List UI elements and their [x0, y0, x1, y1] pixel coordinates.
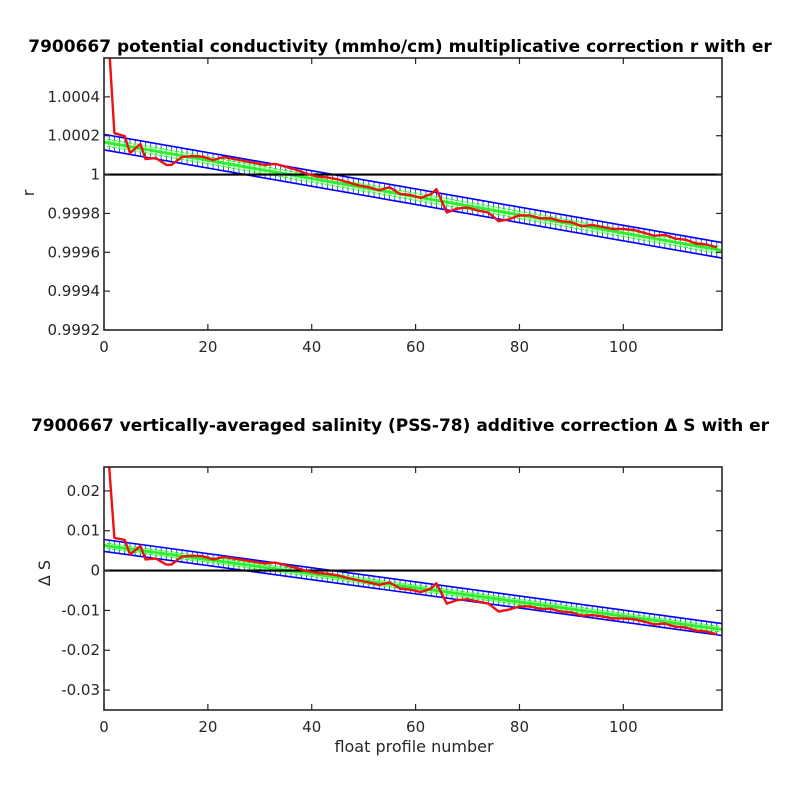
chart-1-title: 7900667 potential conductivity (mmho/cm)… — [28, 37, 772, 57]
fit-line — [104, 543, 722, 632]
x-tick-label: 60 — [406, 718, 425, 736]
y-tick-label: -0.02 — [61, 641, 100, 659]
chart-2-y-axis-label: Δ S — [35, 560, 54, 586]
chart-1-marks — [104, 58, 722, 259]
y-tick-label: 1.0002 — [48, 127, 101, 145]
chart-2-plot-area: 0 20 40 60 80 100 -0.03 -0.02 -0.01 0 0.01 0.02 — [61, 466, 723, 736]
y-tick-label: -0.01 — [61, 601, 100, 619]
y-tick-label: 0.9998 — [48, 204, 101, 222]
y-tick-label: -0.03 — [61, 681, 100, 699]
x-tick-label: 80 — [510, 338, 529, 356]
x-tick-label: 0 — [99, 718, 109, 736]
x-tick-label: 20 — [198, 718, 217, 736]
x-tick-label: 0 — [99, 338, 109, 356]
y-tick-label: 0.02 — [67, 482, 100, 500]
correction-series-line — [108, 58, 718, 249]
x-tick-label: 40 — [302, 718, 321, 736]
correction-series-line — [108, 467, 718, 636]
chart-1-y-axis-label: r — [19, 189, 38, 196]
y-tick-label: 1.0004 — [48, 88, 101, 106]
x-tick-label: 80 — [510, 718, 529, 736]
chart-2: 7900667 vertically-averaged salinity (PS… — [31, 416, 770, 756]
x-tick-label: 100 — [609, 338, 638, 356]
chart-1: 7900667 potential conductivity (mmho/cm)… — [19, 37, 772, 356]
x-tick-label: 20 — [198, 338, 217, 356]
y-tick-label: 0.01 — [67, 522, 100, 540]
axes-box — [103, 466, 723, 711]
y-tick-label: 0.9996 — [48, 243, 101, 261]
y-tick-label: 1 — [90, 166, 100, 184]
y-tick-label: 0.9992 — [48, 321, 101, 339]
chart-2-title: 7900667 vertically-averaged salinity (PS… — [31, 416, 770, 436]
chart-2-x-axis-label: float profile number — [334, 737, 494, 756]
axes-box — [103, 57, 723, 331]
chart-2-marks — [104, 467, 722, 637]
y-tick-label: 0 — [90, 562, 100, 580]
y-tick-label: 0.9994 — [48, 282, 101, 300]
chart-1-plot-area: 0 20 40 60 80 100 0.9992 0.9994 0.9996 0.9998 1 1.0… — [48, 57, 723, 356]
x-tick-label: 100 — [609, 718, 638, 736]
x-tick-label: 40 — [302, 338, 321, 356]
x-tick-label: 60 — [406, 338, 425, 356]
